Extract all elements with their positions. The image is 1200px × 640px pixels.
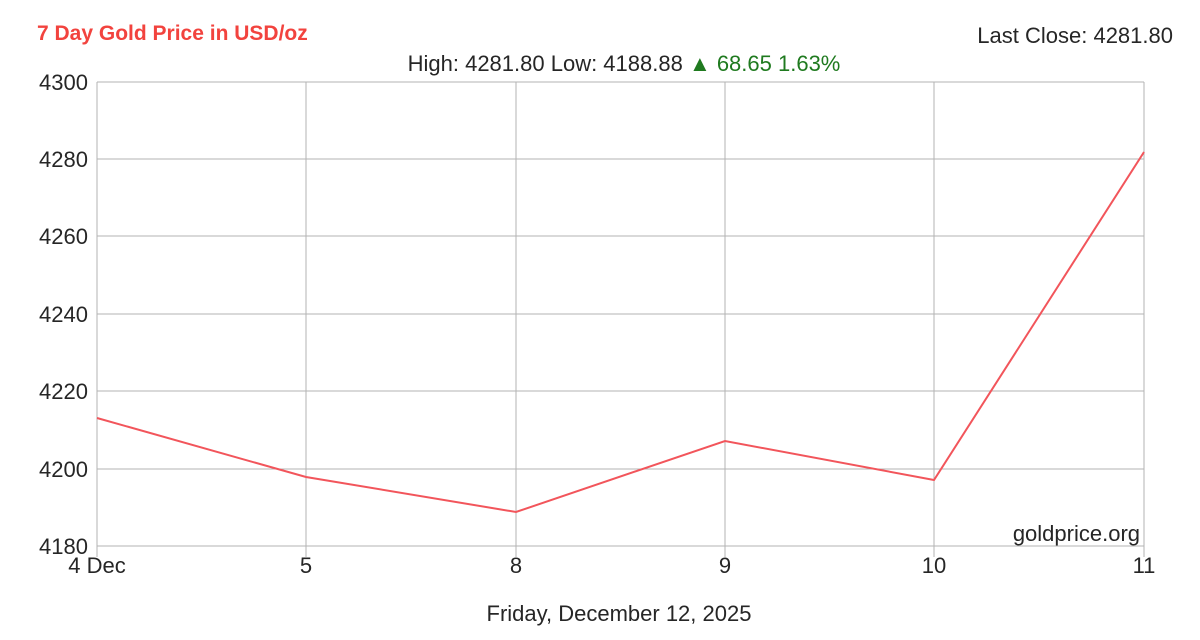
svg-text:4280: 4280 [39, 147, 88, 172]
svg-text:4200: 4200 [39, 457, 88, 482]
svg-text:4260: 4260 [39, 224, 88, 249]
svg-text:4300: 4300 [39, 70, 88, 95]
svg-text:11: 11 [1133, 553, 1156, 578]
svg-text:4220: 4220 [39, 379, 88, 404]
svg-text:8: 8 [510, 553, 522, 578]
svg-text:10: 10 [922, 553, 946, 578]
svg-text:4 Dec: 4 Dec [68, 553, 125, 578]
svg-text:4240: 4240 [39, 302, 88, 327]
svg-text:9: 9 [719, 553, 731, 578]
svg-text:goldprice.org: goldprice.org [1013, 521, 1140, 546]
svg-text:5: 5 [300, 553, 312, 578]
